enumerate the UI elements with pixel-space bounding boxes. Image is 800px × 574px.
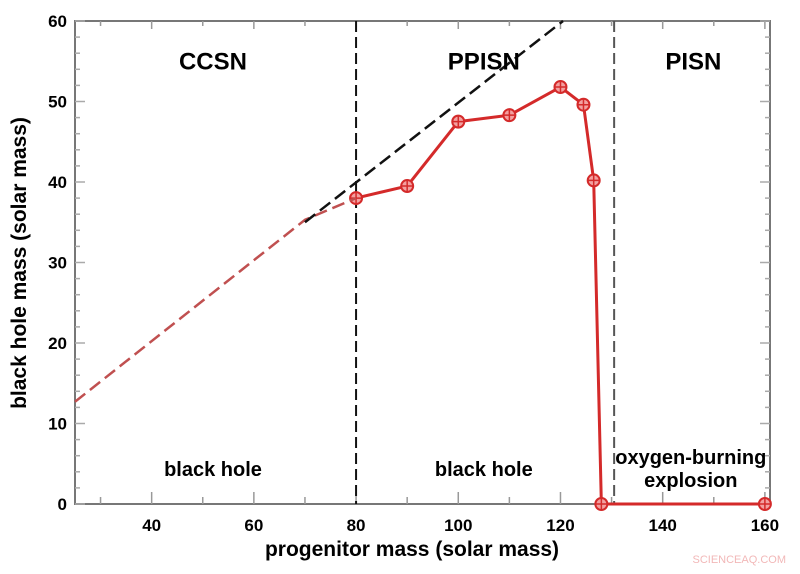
region-label: CCSN: [179, 48, 247, 75]
x-tick-label: 160: [751, 516, 779, 535]
y-tick-label: 10: [48, 415, 67, 434]
data-point-cross: [758, 498, 771, 510]
y-tick-label: 40: [48, 173, 67, 192]
y-tick-label: 30: [48, 254, 67, 273]
y-tick-label: 50: [48, 93, 67, 112]
region-label: PPISN: [448, 48, 520, 75]
data-point-cross: [401, 180, 414, 193]
annotation: black hole: [164, 459, 262, 481]
dashed-line: [74, 196, 357, 403]
annotation: oxygen-burning: [615, 447, 766, 469]
y-tick-label: 60: [48, 12, 67, 31]
dashed-line: [304, 20, 564, 224]
data-point-cross: [554, 81, 567, 94]
annotation: explosion: [644, 470, 737, 492]
x-tick-label: 100: [444, 516, 472, 535]
x-tick-label: 60: [244, 516, 263, 535]
data-point-cross: [577, 98, 590, 111]
y-tick-label: 0: [58, 495, 67, 514]
x-tick-label: 120: [546, 516, 574, 535]
x-axis-label: progenitor mass (solar mass): [265, 538, 559, 561]
watermark: SCIENCEAQ.COM: [692, 554, 786, 566]
plot-marks: 40 60 80 100 120 140 160 0 10 20 30 40 50 60 CCSN PPISN…: [48, 12, 779, 535]
y-tick-label: 20: [48, 334, 67, 353]
plot-frame: [74, 20, 771, 505]
y-axis-label: black hole mass (solar mass): [8, 117, 31, 409]
data-point-cross: [595, 498, 608, 510]
region-label: PISN: [665, 48, 721, 75]
annotation: black hole: [435, 459, 533, 481]
data-point-cross: [503, 109, 516, 122]
data-point-cross: [587, 174, 600, 187]
data-point-cross: [452, 115, 465, 128]
simulation-line: [355, 85, 765, 506]
x-tick-label: 40: [142, 516, 161, 535]
x-tick-label: 80: [347, 516, 366, 535]
x-tick-label: 140: [648, 516, 676, 535]
